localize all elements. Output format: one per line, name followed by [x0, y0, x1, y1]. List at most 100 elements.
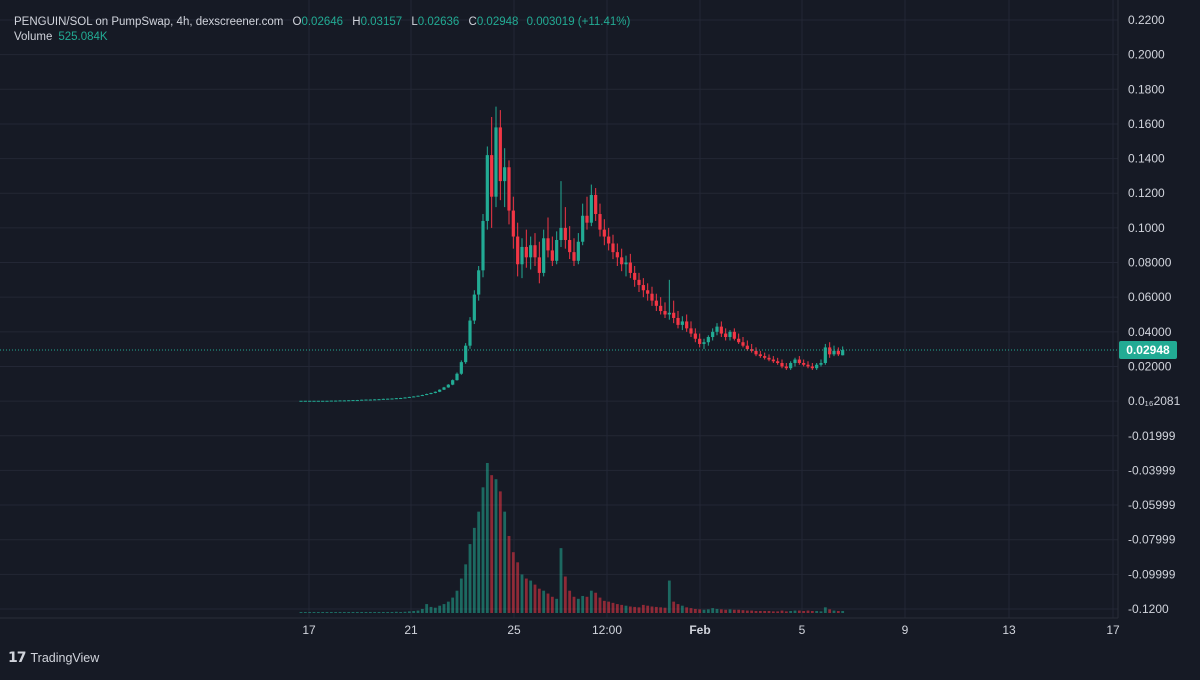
candle-body: [776, 361, 780, 364]
volume-bar: [507, 535, 511, 613]
candle-body: [520, 246, 524, 265]
volume-bar: [438, 605, 442, 613]
volume-bar: [767, 610, 771, 613]
volume-bar: [763, 610, 767, 613]
volume-bar: [399, 612, 403, 613]
candle-body: [754, 350, 758, 355]
y-tick-label: 0.02000: [1128, 359, 1172, 373]
volume-bar: [563, 576, 567, 613]
candle-body: [312, 400, 316, 402]
volume-bar: [490, 475, 494, 613]
volume-bar: [425, 604, 429, 613]
candle-body: [459, 362, 463, 374]
volume-bar: [334, 612, 338, 613]
x-tick-label: 5: [799, 623, 806, 637]
volume-bar: [650, 606, 654, 613]
candle-body: [542, 238, 546, 273]
volume-bar: [329, 612, 333, 613]
candle-body: [719, 326, 723, 334]
volume-bar: [806, 610, 810, 613]
volume-bar: [706, 609, 710, 613]
candle-body: [555, 240, 559, 261]
candle-body: [477, 270, 481, 295]
volume-bar: [416, 610, 420, 613]
candle-body: [728, 331, 732, 338]
close-label: C: [468, 16, 477, 28]
volume-bar: [568, 590, 572, 613]
candle-body: [650, 293, 654, 301]
volume-bar: [789, 610, 793, 613]
y-tick-label: 0.1200: [1128, 186, 1165, 200]
volume-bar: [516, 562, 520, 613]
volume-bar: [819, 611, 823, 613]
candle-body: [433, 391, 437, 393]
volume-bar: [659, 607, 663, 613]
volume-bar: [637, 607, 641, 613]
y-tick-label: 0.1000: [1128, 221, 1165, 235]
candle-body: [641, 285, 645, 291]
candle-body: [702, 342, 706, 344]
candle-body: [698, 338, 702, 344]
volume-bar: [728, 609, 732, 613]
candle-body: [667, 312, 671, 315]
volume-bar: [303, 612, 307, 613]
candle-body: [546, 238, 550, 251]
candle-body: [399, 397, 403, 399]
volume-bar: [351, 612, 355, 613]
candle-body: [741, 342, 745, 346]
volume-bar: [407, 611, 411, 613]
candle-body: [689, 328, 693, 334]
volume-bar: [732, 609, 736, 613]
candle-body: [646, 290, 650, 294]
volume-bar: [810, 610, 814, 613]
candle-body: [780, 363, 784, 367]
volume-bar: [429, 606, 433, 613]
volume-bar: [624, 605, 628, 613]
candle-body: [793, 359, 797, 364]
candle-body: [360, 399, 364, 401]
volume-bar: [750, 610, 754, 613]
candle-body: [607, 236, 611, 244]
candle-body: [806, 364, 810, 367]
candle-body: [832, 350, 836, 355]
volume-bar: [836, 610, 840, 613]
volume-bar: [823, 607, 827, 613]
volume-bar: [663, 607, 667, 613]
volume-bar: [442, 604, 446, 613]
volume-bar: [550, 596, 554, 613]
candle-body: [533, 245, 537, 258]
candle-body: [797, 359, 801, 364]
candle-body: [481, 220, 485, 271]
volume-bar: [520, 574, 524, 613]
candle-body: [325, 400, 329, 402]
candle-body: [446, 384, 450, 388]
candle-body: [589, 194, 593, 223]
candle-body: [802, 363, 806, 365]
y-tick-label: 0.1600: [1128, 117, 1165, 131]
volume-bar: [555, 598, 559, 613]
tradingview-brand: TradingView: [30, 651, 100, 665]
candle-body: [442, 387, 446, 390]
volume-bar: [680, 605, 684, 613]
candle-body: [334, 400, 338, 402]
candle-body: [594, 194, 598, 215]
volume-bar: [494, 479, 498, 613]
volume-bar: [598, 597, 602, 613]
volume-bar: [702, 609, 706, 613]
candle-body: [602, 229, 606, 237]
candle-body: [572, 252, 576, 261]
volume-bar: [672, 601, 676, 613]
volume-bar: [312, 612, 316, 613]
volume-bar: [594, 592, 598, 613]
candle-body: [550, 250, 554, 261]
candle-body: [706, 337, 710, 343]
volume-bar: [719, 609, 723, 613]
candle-body: [563, 227, 567, 241]
candle-body: [373, 399, 377, 401]
tradingview-footer[interactable]: 17 TradingView: [8, 650, 99, 666]
volume-bar: [368, 612, 372, 613]
volume-bar: [446, 601, 450, 613]
candle-body: [377, 399, 381, 401]
